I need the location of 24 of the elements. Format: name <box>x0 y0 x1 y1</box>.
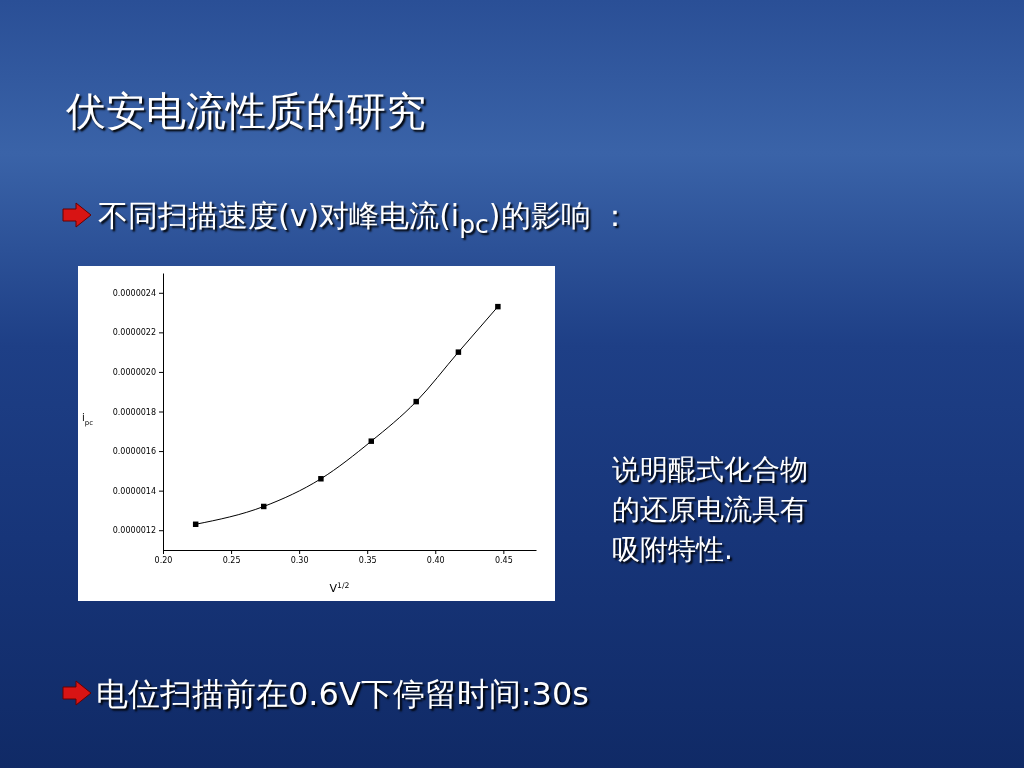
chart-subtitle: 不同扫描速度(v)对峰电流(i$_{pc}$)的影响 ： <box>98 197 631 239</box>
point <box>455 349 462 355</box>
y-tick-label: 0.0000022 <box>112 328 156 338</box>
text: 电位扫描前在0.6V下停留时间:30s <box>96 674 589 715</box>
x-tick-label: 0.45 <box>494 555 513 565</box>
x-tick-label: 0.30 <box>290 555 309 565</box>
y-tick-label: 0.0000012 <box>112 526 156 536</box>
x-tick-label: 0.25 <box>222 555 241 565</box>
y-tick-label: 0.0000018 <box>112 407 156 417</box>
point <box>318 476 324 482</box>
x-axis-title: V$^{1/2}$ <box>329 580 350 595</box>
y-tick-label: 0.0000020 <box>112 367 156 377</box>
point <box>368 438 375 444</box>
y-tick-label: 0.0000014 <box>112 486 156 496</box>
y-axis-title: i$_{pc}$ <box>82 412 94 427</box>
x-tick-label: 0.20 <box>154 555 173 565</box>
x-tick-label: 0.35 <box>358 555 377 565</box>
y-tick-label: 0.0000024 <box>112 288 156 298</box>
point <box>495 303 501 310</box>
text: 说明醌式化合物的还原电流具有吸附特性. <box>612 452 809 568</box>
y-tick-label: 0.0000016 <box>112 447 156 457</box>
x-tick-label: 0.40 <box>426 555 445 565</box>
point <box>413 398 419 405</box>
chart-title: 伏安电流性质的研究 <box>66 87 426 136</box>
